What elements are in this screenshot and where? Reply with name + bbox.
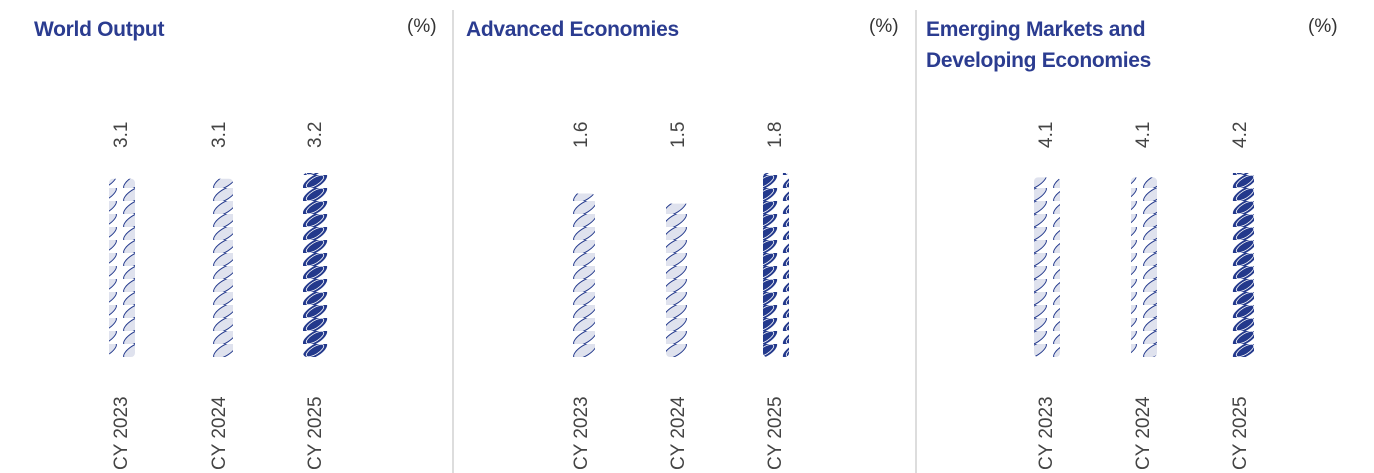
bar bbox=[1131, 177, 1157, 357]
unit-label: (%) bbox=[407, 16, 437, 37]
bar bbox=[207, 178, 233, 357]
unit-label: (%) bbox=[1308, 16, 1338, 37]
value-label: 4.2 bbox=[1230, 122, 1251, 148]
category-label: CY 2024 bbox=[1133, 396, 1154, 470]
category-label: CY 2025 bbox=[305, 396, 326, 470]
panel-title: Advanced Economies bbox=[466, 18, 679, 41]
bar bbox=[1228, 173, 1254, 357]
category-label: CY 2024 bbox=[668, 396, 689, 470]
bar bbox=[666, 203, 692, 357]
value-label: 4.1 bbox=[1133, 122, 1154, 148]
unit-label: (%) bbox=[869, 16, 899, 37]
category-label: CY 2023 bbox=[111, 396, 132, 470]
category-label: CY 2023 bbox=[571, 396, 592, 470]
value-label: 4.1 bbox=[1036, 122, 1057, 148]
value-label: 1.5 bbox=[668, 122, 689, 148]
value-label: 3.1 bbox=[209, 122, 230, 148]
category-label: CY 2023 bbox=[1036, 396, 1057, 470]
bar bbox=[569, 193, 595, 357]
bar bbox=[303, 173, 329, 357]
category-label: CY 2025 bbox=[1230, 396, 1251, 470]
value-label: 1.6 bbox=[571, 122, 592, 148]
panel-title: World Output bbox=[34, 18, 165, 41]
value-label: 3.2 bbox=[305, 122, 326, 148]
bar bbox=[1034, 177, 1060, 357]
panel-title: Emerging Markets and Developing Economie… bbox=[926, 18, 1152, 72]
value-label: 1.8 bbox=[765, 122, 786, 148]
category-label: CY 2025 bbox=[765, 396, 786, 470]
value-label: 3.1 bbox=[111, 122, 132, 148]
bar bbox=[109, 178, 135, 357]
bar bbox=[763, 173, 789, 357]
category-label: CY 2024 bbox=[209, 396, 230, 470]
